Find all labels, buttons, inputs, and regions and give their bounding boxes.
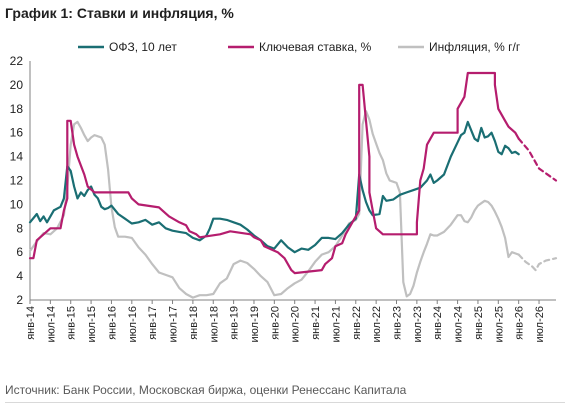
x-tick-label: июл-14 [45, 306, 57, 342]
x-tick-label: янв-20 [269, 306, 281, 340]
legend-label: Ключевая ставка, % [259, 40, 372, 54]
x-tick-label: янв-26 [514, 306, 526, 340]
x-tick-label: янв-14 [25, 306, 37, 340]
legend-label: Инфляция, % г/г [429, 40, 521, 54]
chart-title: График 1: Ставки и инфляция, % [5, 5, 234, 21]
y-tick-label: 16 [10, 126, 24, 140]
y-tick-label: 20 [10, 78, 24, 92]
series-line-0 [28, 120, 520, 254]
x-tick-label: янв-19 [229, 306, 241, 340]
x-tick-label: июл-18 [208, 306, 220, 342]
x-tick-label: янв-15 [66, 306, 78, 340]
x-tick-label: янв-17 [147, 306, 159, 340]
x-tick-label: янв-25 [473, 306, 485, 340]
y-tick-label: 12 [10, 174, 24, 188]
bottom-divider [5, 402, 565, 403]
series-line-1 [28, 71, 520, 275]
y-tick-label: 6 [16, 245, 23, 259]
x-tick-label: июл-15 [86, 306, 98, 342]
x-tick-label: июл-20 [290, 306, 302, 342]
series-line-3 [28, 110, 520, 299]
x-tick-label: янв-21 [310, 306, 322, 340]
y-tick-label: 22 [10, 54, 24, 68]
x-tick-label: июл-16 [127, 306, 139, 342]
x-tick-label: июл-26 [534, 306, 546, 342]
x-tick-label: июл-24 [453, 306, 465, 342]
y-axis: 2 4 6 8 10 12 14 16 18 20 22 [10, 54, 31, 307]
x-tick-label: янв-22 [351, 306, 363, 340]
x-tick-label: июл-23 [412, 306, 424, 342]
x-axis: янв-14 июл-14 янв-15 июл-15 янв-16 июл-16 янв-… [25, 299, 556, 342]
x-tick-label: янв-16 [106, 306, 118, 340]
series-line-4 [517, 253, 558, 272]
x-tick-label: янв-23 [392, 306, 404, 340]
x-tick-label: янв-24 [432, 306, 444, 340]
x-tick-label: июл-19 [249, 306, 261, 342]
x-tick-label: янв-18 [188, 306, 200, 340]
legend: ОФЗ, 10 лет Ключевая ставка, % Инфляция, %… [78, 40, 521, 54]
x-tick-label: июл-21 [330, 306, 342, 342]
line-chart: 2 4 6 8 10 12 14 16 18 20 22 янв-14 июл-14 янв-15 июл… [10, 40, 558, 342]
y-tick-label: 8 [16, 221, 23, 235]
x-tick-label: июл-22 [371, 306, 383, 342]
y-tick-label: 14 [10, 150, 24, 164]
source-note: Источник: Банк России, Московская биржа,… [5, 383, 407, 397]
series-layer [28, 71, 558, 299]
legend-label: ОФЗ, 10 лет [109, 40, 177, 54]
y-tick-label: 2 [16, 293, 23, 307]
y-tick-label: 4 [16, 269, 23, 283]
x-tick-label: июл-17 [168, 306, 180, 342]
y-tick-label: 10 [10, 197, 24, 211]
series-line-2 [517, 137, 558, 182]
y-tick-label: 18 [10, 102, 24, 116]
x-tick-label: июл-25 [493, 306, 505, 342]
